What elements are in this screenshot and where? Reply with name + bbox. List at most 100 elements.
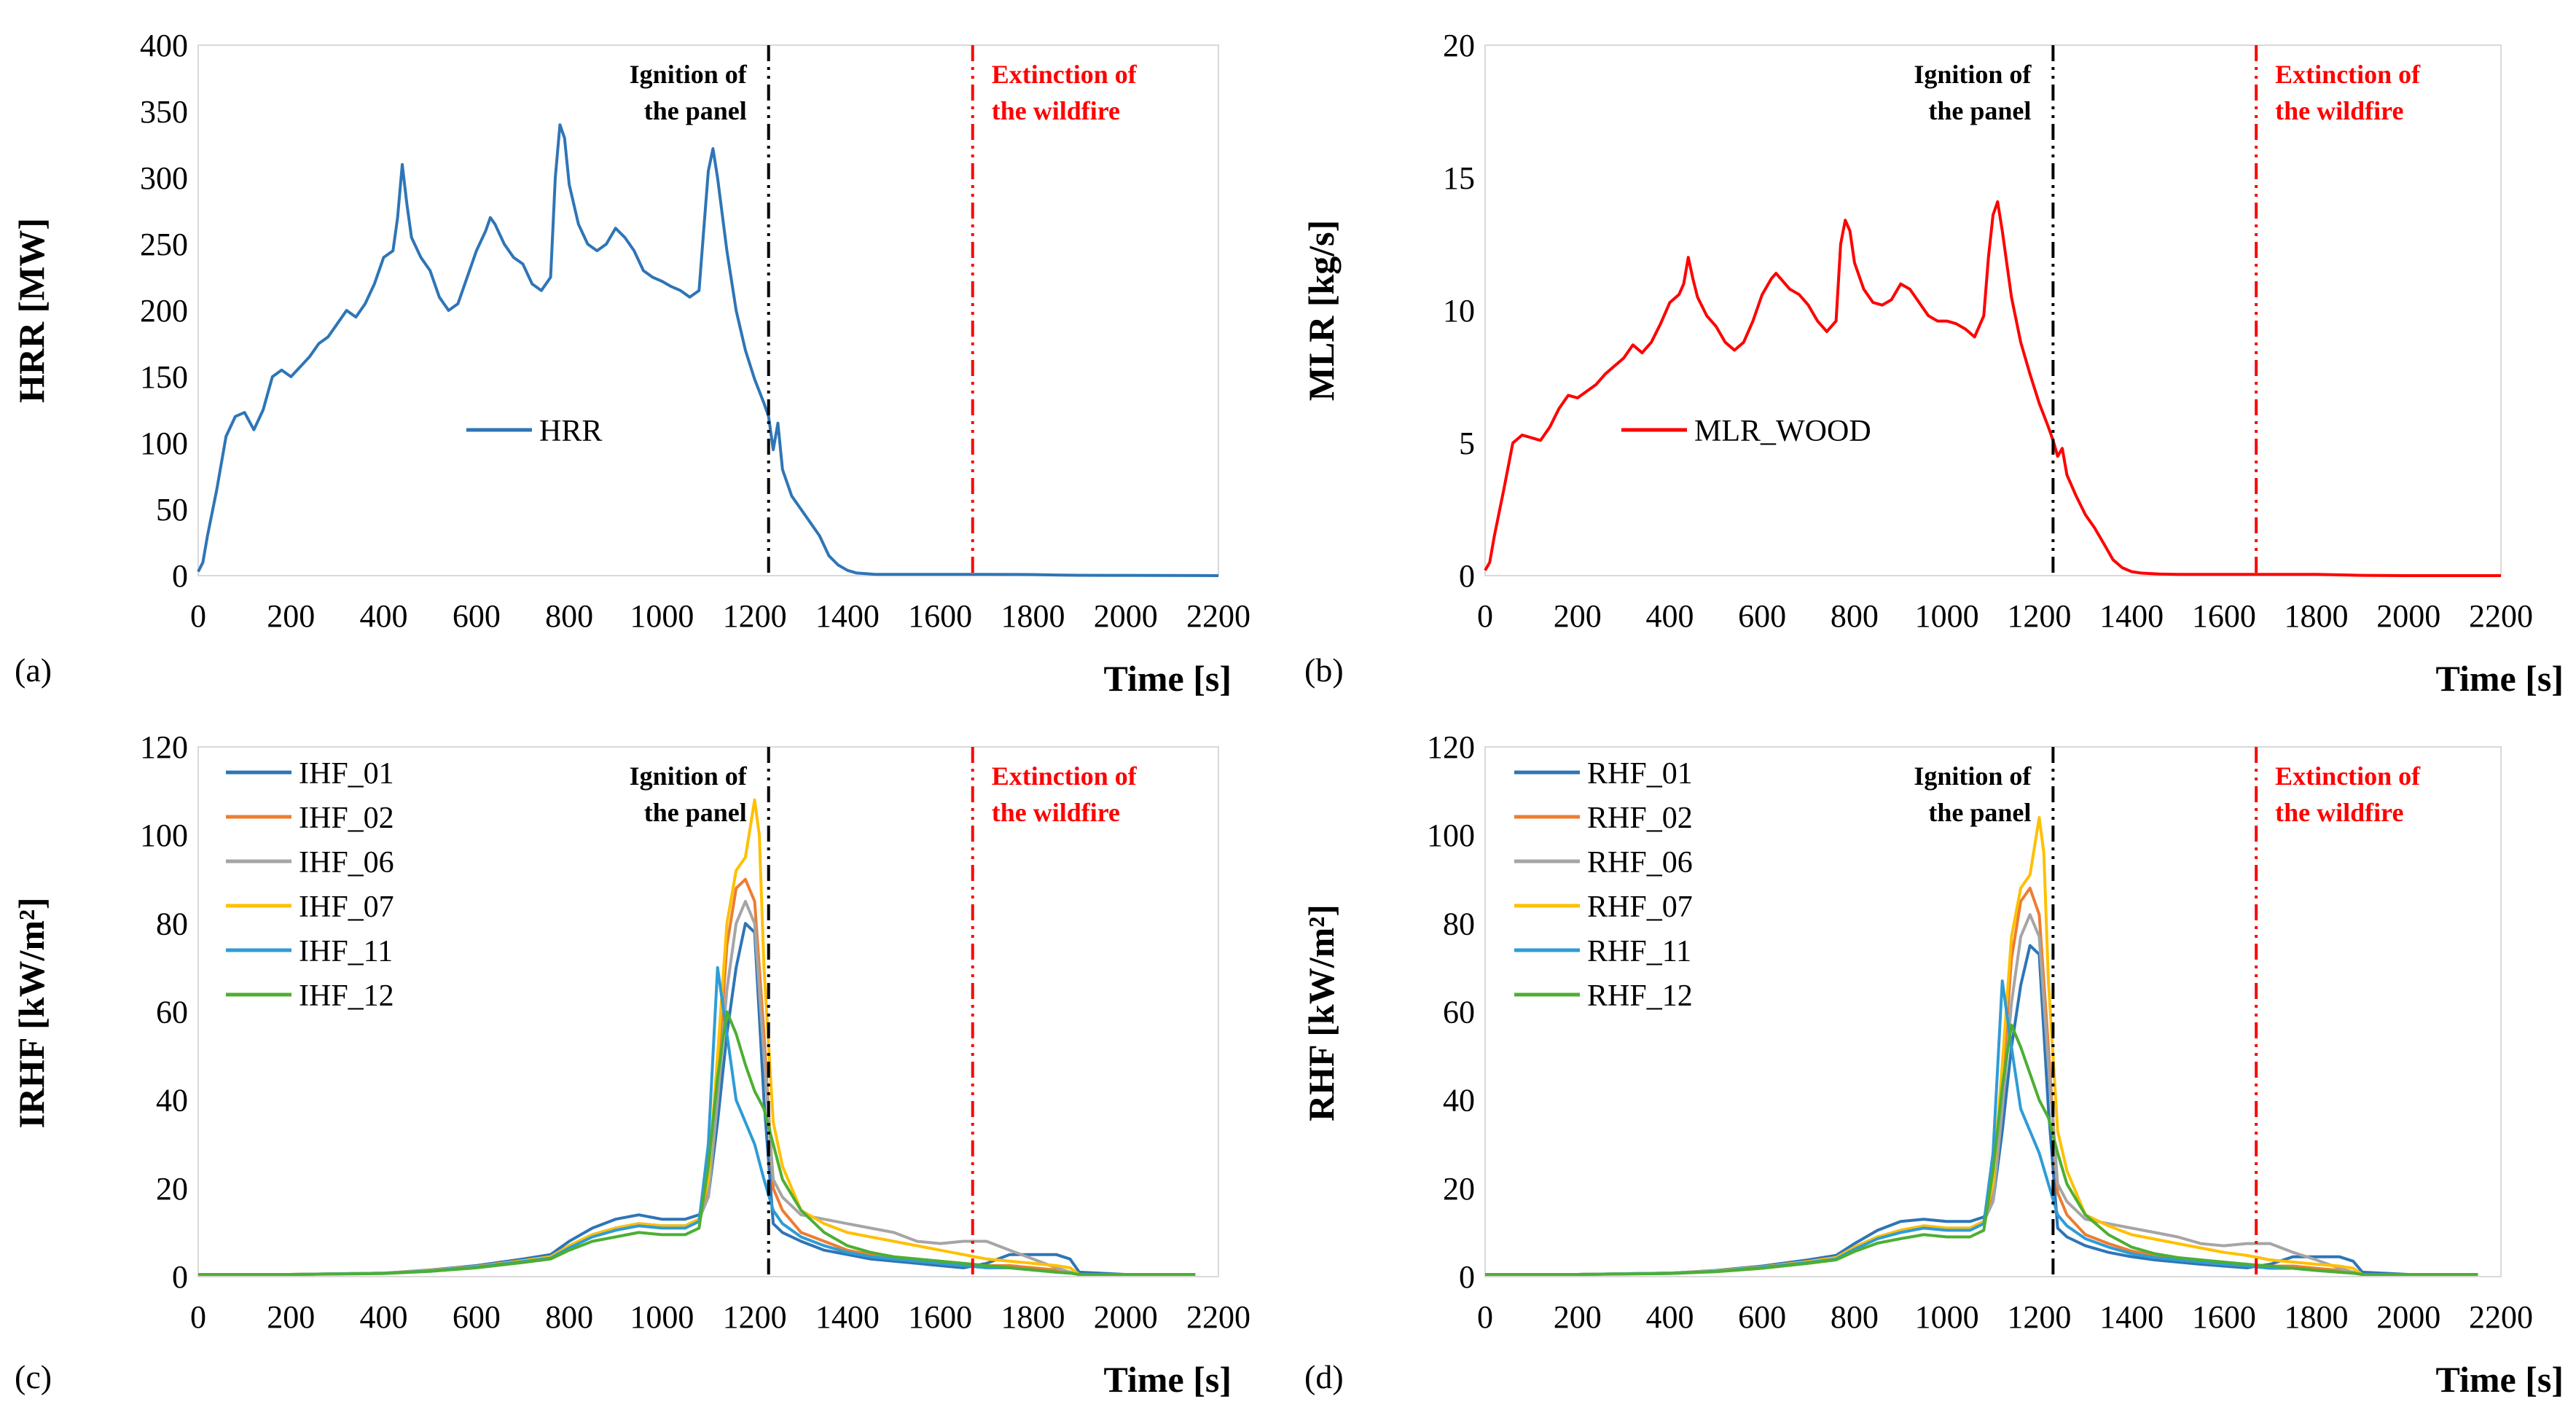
y-tick-label: 300 [140,160,188,196]
x-tick-label: 0 [1477,1299,1493,1335]
extinction-annotation-line2: the wildfire [2275,798,2403,827]
x-tick-label: 600 [1738,1299,1786,1335]
x-tick-label: 800 [545,1299,593,1335]
x-tick-label: 200 [267,1299,315,1335]
x-tick-label: 400 [360,598,408,634]
x-tick-label: 1200 [723,598,787,634]
x-tick-label: 1200 [723,1299,787,1335]
ignition-annotation-line2: the panel [1928,798,2031,827]
x-axis-label: Time [s] [1104,658,1232,699]
x-tick-label: 0 [1477,598,1493,634]
x-tick-label: 1200 [2007,598,2071,634]
plot-area [1484,44,2502,576]
y-tick-label: 50 [156,492,188,528]
x-tick-label: 1600 [908,598,972,634]
ignition-annotation-line2: the panel [644,96,747,125]
extinction-annotation-line1: Extinction of [2275,761,2421,791]
y-tick-label: 80 [156,906,188,941]
ignition-annotation-line2: the panel [644,798,747,827]
x-tick-label: 2000 [1094,1299,1158,1335]
plot-area [197,44,1219,576]
x-tick-label: 800 [1831,1299,1879,1335]
ignition-annotation-line1: Ignition of [1914,761,2032,791]
y-tick-label: 60 [1443,995,1475,1030]
x-tick-label: 1600 [2192,598,2256,634]
y-tick-label: 0 [1459,558,1475,594]
series-line-hrr [197,123,1219,577]
y-tick-label: 0 [172,1259,188,1295]
series-line-ihf-07 [198,798,1196,1276]
y-tick-label: 10 [1443,293,1475,329]
x-tick-label: 200 [267,598,315,634]
x-tick-label: 2200 [2469,598,2533,634]
x-tick-label: 1400 [2099,1299,2164,1335]
x-tick-label: 800 [1831,598,1879,634]
y-tick-label: 20 [1443,28,1475,63]
x-tick-label: 600 [453,598,501,634]
y-tick-label: 40 [156,1083,188,1119]
series-line-rhf-06 [1485,913,2478,1276]
ignition-annotation-line1: Ignition of [630,60,748,89]
legend-label: RHF_12 [1587,979,1693,1013]
extinction-annotation-line1: Extinction of [992,60,1138,89]
x-tick-label: 1600 [908,1299,972,1335]
x-tick-label: 1800 [2285,598,2349,634]
x-tick-label: 400 [360,1299,408,1335]
y-tick-label: 40 [1443,1083,1475,1119]
legend-label: RHF_01 [1587,757,1693,791]
legend-label: IHF_07 [299,890,394,924]
y-tick-label: 0 [1459,1259,1475,1295]
x-tick-label: 2000 [2376,1299,2440,1335]
series-line-ihf-12 [198,1010,1196,1276]
x-tick-label: 2000 [1094,598,1158,634]
x-tick-label: 1400 [815,598,880,634]
legend-label: IHF_02 [299,802,394,835]
panel-label: (c) [15,1358,52,1395]
y-tick-label: 20 [156,1171,188,1207]
y-tick-label: 5 [1459,426,1475,461]
x-tick-label: 1000 [1915,598,1979,634]
x-tick-label: 1800 [1001,598,1065,634]
extinction-annotation-line1: Extinction of [992,761,1138,791]
ignition-annotation-line1: Ignition of [630,761,748,791]
extinction-annotation-line1: Extinction of [2275,60,2421,89]
x-tick-label: 400 [1645,1299,1694,1335]
x-tick-label: 2200 [1186,1299,1250,1335]
x-tick-label: 0 [190,598,206,634]
y-tick-label: 150 [140,359,188,395]
extinction-annotation-line2: the wildfire [992,798,1120,827]
series-line-rhf-12 [1485,1023,2478,1276]
legend-label: HRR [539,415,602,448]
y-axis-label: IRHF [kW/m²] [11,897,52,1128]
ignition-annotation-line1: Ignition of [1914,60,2032,89]
x-tick-label: 1400 [815,1299,880,1335]
x-tick-label: 2200 [2469,1299,2533,1335]
x-tick-label: 600 [1738,598,1786,634]
series-line-rhf-07 [1485,815,2478,1276]
y-axis-label: HRR [MW] [11,218,52,403]
y-tick-label: 20 [1443,1171,1475,1207]
x-tick-label: 1800 [2285,1299,2349,1335]
y-tick-label: 200 [140,293,188,329]
x-axis-label: Time [s] [1104,1359,1232,1400]
x-tick-label: 1400 [2099,598,2164,634]
x-tick-label: 600 [453,1299,501,1335]
y-tick-label: 350 [140,94,188,130]
ignition-annotation-line2: the panel [1928,96,2031,125]
extinction-annotation-line2: the wildfire [2275,96,2403,125]
x-tick-label: 1800 [1001,1299,1065,1335]
y-tick-label: 100 [140,818,188,853]
legend-label: RHF_02 [1587,802,1693,835]
x-tick-label: 1000 [630,1299,694,1335]
extinction-annotation-line2: the wildfire [992,96,1120,125]
x-tick-label: 2000 [2376,598,2440,634]
y-tick-label: 60 [156,995,188,1030]
x-tick-label: 2200 [1186,598,1250,634]
series-line-mlr-wood [1484,200,2501,577]
panel-a-hrr-chart: 0 50 100 150 200 250 300 350 400 0 200 400 600 800 100… [11,28,1250,699]
legend-label: RHF_11 [1587,935,1691,968]
x-axis-label: Time [s] [2436,1359,2564,1400]
